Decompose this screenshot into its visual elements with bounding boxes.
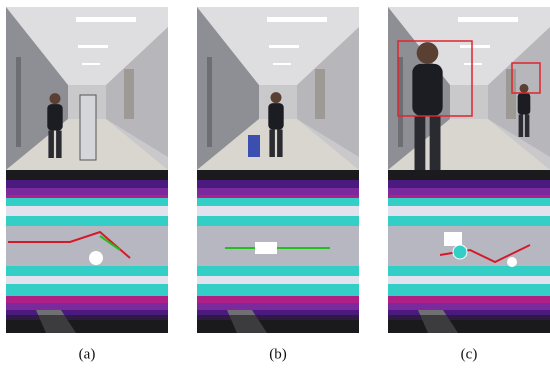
obstacle (507, 257, 517, 267)
panel-label: (a) (79, 346, 96, 362)
figure: (a) (b) (c) (0, 0, 550, 374)
obstacle (453, 245, 467, 259)
costmap (197, 170, 359, 333)
robot (248, 135, 260, 157)
panel-a: (a) (6, 7, 168, 362)
obstacle (89, 251, 103, 265)
panel-label: (b) (269, 346, 287, 362)
panel-label: (c) (461, 346, 478, 362)
costmap (6, 170, 168, 333)
robot-footprint (444, 232, 462, 246)
panel-b: (b) (197, 7, 359, 362)
panel-c: (c) (388, 7, 550, 362)
costmap (388, 170, 550, 333)
robot (80, 95, 96, 160)
robot-footprint (255, 242, 277, 254)
